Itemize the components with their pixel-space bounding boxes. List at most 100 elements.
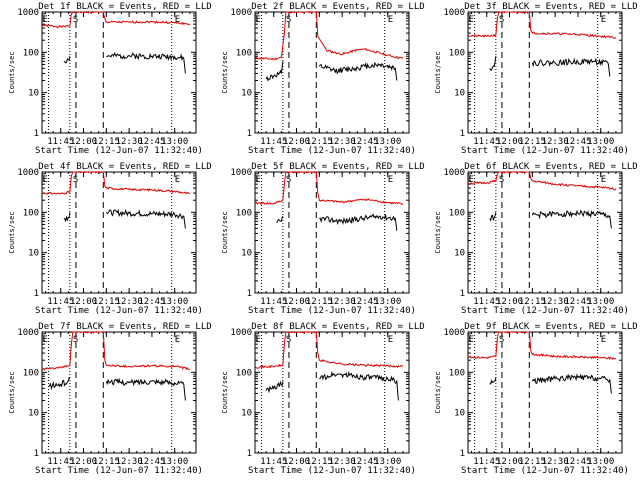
event-marker-label: E <box>256 335 261 345</box>
x-tick-label: 12:45 <box>138 137 165 147</box>
y-tick-label: 1000 <box>230 328 252 338</box>
x-tick-label: 12:15 <box>93 457 120 467</box>
events-series-line <box>265 61 398 82</box>
event-marker-label: S <box>73 335 78 345</box>
x-tick-label: 13:00 <box>161 297 188 307</box>
x-tick-label: 12:15 <box>93 297 120 307</box>
event-marker-label: E <box>469 175 474 185</box>
detector-panel: Det 9f BLACK = Events, RED = LLD 1 10 100 10… <box>434 322 638 476</box>
y-tick-label: 1 <box>34 449 39 459</box>
x-tick-label: 12:00 <box>496 457 523 467</box>
event-marker-label: S <box>73 175 78 185</box>
x-tick-label: 12:15 <box>306 137 333 147</box>
x-tick-label: 12:30 <box>329 137 356 147</box>
event-marker-label: E <box>43 335 48 345</box>
x-tick-label: 12:15 <box>519 457 546 467</box>
x-tick-label: 12:45 <box>564 137 591 147</box>
x-tick-label: 12:00 <box>496 137 523 147</box>
y-tick-label: 1000 <box>230 8 252 18</box>
y-tick-label: 1 <box>460 289 465 299</box>
x-axis-label: Start Time (12-Jun-07 11:32:40) <box>461 466 629 476</box>
y-tick-label: 1000 <box>443 328 465 338</box>
x-axis-label: Start Time (12-Jun-07 11:32:40) <box>461 306 629 316</box>
panel-title: Det 5f BLACK = Events, RED = LLD <box>251 162 424 172</box>
y-tick-label: 100 <box>449 368 465 378</box>
event-marker-label: E <box>256 15 261 25</box>
x-tick-label: 12:15 <box>306 457 333 467</box>
detector-panel: Det 3f BLACK = Events, RED = LLD 1 10 100 10… <box>434 2 638 156</box>
x-tick-label: 12:00 <box>496 297 523 307</box>
event-marker-label: S <box>499 15 504 25</box>
y-tick-label: 100 <box>449 208 465 218</box>
y-tick-label: 1 <box>34 289 39 299</box>
y-tick-label: 100 <box>236 48 252 58</box>
events-series-line <box>265 370 399 401</box>
x-axis-label: Start Time (12-Jun-07 11:32:40) <box>35 306 203 316</box>
plot-frame <box>254 171 410 294</box>
events-series-line <box>63 208 186 229</box>
panel-title: Det 9f BLACK = Events, RED = LLD <box>464 322 637 332</box>
detector-panel: Det 8f BLACK = Events, RED = LLD 1 10 100 10… <box>221 322 425 476</box>
x-tick-label: 12:00 <box>70 297 97 307</box>
event-marker-label: E <box>601 335 606 345</box>
x-axis-label: Start Time (12-Jun-07 11:32:40) <box>248 146 416 156</box>
x-axis-label: Start Time (12-Jun-07 11:32:40) <box>461 146 629 156</box>
plot-frame <box>467 11 623 134</box>
x-tick-label: 12:45 <box>138 297 165 307</box>
x-tick-label: 12:00 <box>283 457 310 467</box>
event-marker-label: S <box>499 175 504 185</box>
lld-series-line <box>468 11 617 39</box>
x-tick-label: 12:00 <box>70 137 97 147</box>
x-axis-label: Start Time (12-Jun-07 11:32:40) <box>248 306 416 316</box>
x-tick-label: 12:00 <box>283 137 310 147</box>
event-marker-label: E <box>43 15 48 25</box>
x-tick-label: 11:45 <box>260 137 287 147</box>
lld-series-line <box>42 11 191 28</box>
detector-panel: Det 1f BLACK = Events, RED = LLD 1 10 100 10… <box>8 2 212 156</box>
y-tick-label: 10 <box>28 409 39 419</box>
x-tick-label: 12:15 <box>93 137 120 147</box>
panel-title: Det 4f BLACK = Events, RED = LLD <box>38 162 211 172</box>
event-marker-label: S <box>286 175 291 185</box>
x-tick-label: 13:00 <box>587 137 614 147</box>
x-tick-label: 12:30 <box>116 297 143 307</box>
lld-series-line <box>255 331 404 369</box>
plot-frame <box>41 171 197 294</box>
x-tick-label: 11:45 <box>473 297 500 307</box>
x-tick-label: 11:45 <box>473 457 500 467</box>
x-tick-label: 13:00 <box>374 137 401 147</box>
x-tick-label: 12:30 <box>329 457 356 467</box>
event-marker-label: E <box>175 175 180 185</box>
plot-frame <box>254 11 410 134</box>
x-tick-label: 11:45 <box>260 457 287 467</box>
detector-panel: Det 4f BLACK = Events, RED = LLD 1 10 100 10… <box>8 162 212 316</box>
y-tick-label: 100 <box>236 368 252 378</box>
event-marker-label: E <box>388 175 393 185</box>
lld-series-line <box>468 331 617 360</box>
event-marker-label: E <box>388 15 393 25</box>
x-tick-label: 12:45 <box>564 457 591 467</box>
x-tick-label: 11:45 <box>473 137 500 147</box>
y-tick-label: 1 <box>247 449 252 459</box>
y-tick-label: 1000 <box>17 8 39 18</box>
y-tick-label: 10 <box>454 249 465 259</box>
plot-frame <box>254 331 410 454</box>
x-tick-label: 12:45 <box>351 457 378 467</box>
event-marker-label: S <box>73 15 78 25</box>
x-tick-label: 12:00 <box>283 297 310 307</box>
y-tick-label: 1000 <box>230 168 252 178</box>
event-marker-label: E <box>469 335 474 345</box>
y-tick-label: 1000 <box>443 8 465 18</box>
events-series-line <box>489 56 611 77</box>
y-tick-label: 100 <box>23 368 39 378</box>
events-series-line <box>48 376 186 401</box>
x-axis-label: Start Time (12-Jun-07 11:32:40) <box>248 466 416 476</box>
lld-series-line <box>255 11 404 61</box>
y-tick-label: 1 <box>460 449 465 459</box>
detector-panel: Det 5f BLACK = Events, RED = LLD 1 10 100 10… <box>221 162 425 316</box>
y-tick-label: 10 <box>454 89 465 99</box>
y-axis-label: Counts/sec <box>8 211 16 253</box>
x-tick-label: 13:00 <box>587 297 614 307</box>
y-axis-label: Counts/sec <box>221 51 229 93</box>
y-axis-label: Counts/sec <box>434 371 442 413</box>
